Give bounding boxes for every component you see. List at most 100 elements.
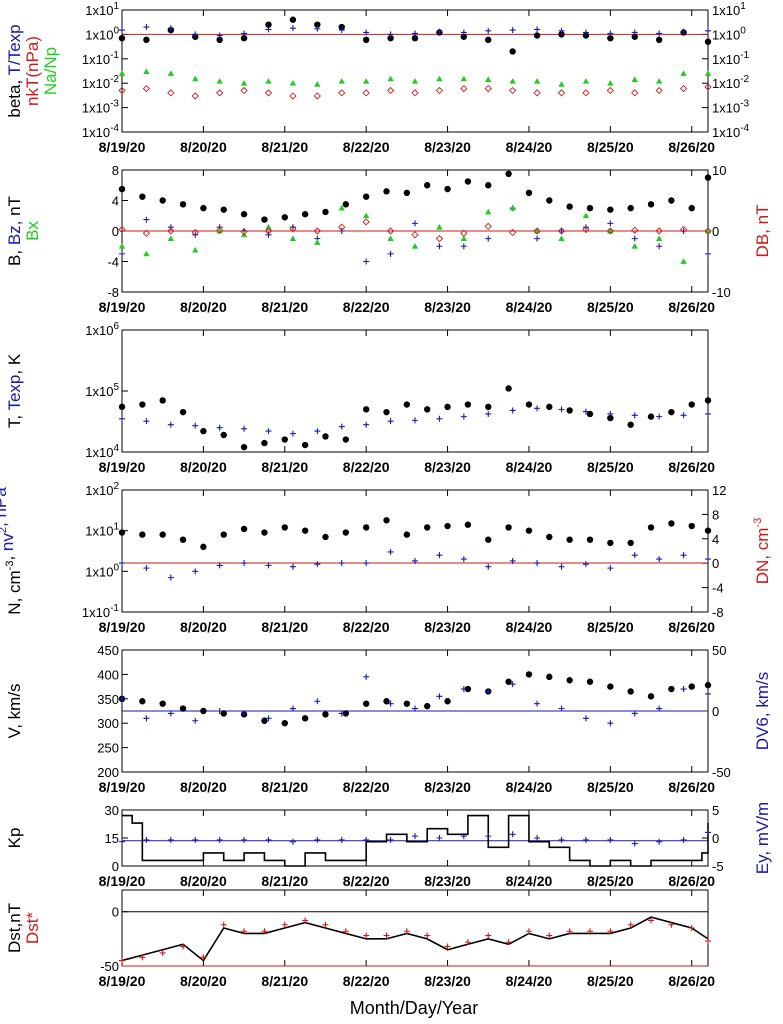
data-point: [558, 31, 565, 38]
x-tick-label: 8/20/20: [180, 873, 227, 889]
data-point: [631, 552, 638, 559]
data-point: [534, 405, 541, 412]
x-tick-label: 8/23/20: [424, 619, 471, 635]
data-point: [647, 413, 655, 420]
x-tick-label: 8/19/20: [99, 873, 146, 889]
data-point: [342, 201, 350, 208]
data-point: [607, 414, 614, 422]
data-point: [139, 698, 146, 705]
data-point: [159, 700, 166, 707]
data-point: [627, 921, 634, 928]
data-point: [220, 531, 227, 538]
data-point: [220, 921, 227, 928]
data-point: [485, 235, 492, 242]
data-point: [424, 182, 431, 189]
data-point: [485, 688, 492, 695]
data-point: [484, 222, 492, 231]
series-beta: [118, 16, 712, 55]
data-point: [509, 407, 516, 414]
data-point: [362, 78, 370, 84]
data-point: [704, 38, 712, 45]
data-point: [460, 229, 468, 237]
data-point: [143, 836, 150, 843]
x-tick-label: 8/21/20: [261, 299, 308, 315]
y-right-tick-label: 0: [712, 831, 719, 846]
data-point: [435, 86, 444, 95]
data-point: [607, 410, 614, 417]
data-point: [705, 690, 711, 697]
data-point: [485, 76, 492, 83]
data-point: [119, 695, 125, 702]
data-point: [582, 29, 589, 36]
data-point: [118, 403, 126, 411]
data-point: [342, 928, 349, 935]
data-point: [338, 423, 345, 430]
x-tick-label: 8/21/20: [261, 779, 308, 795]
y-right-axis-label: DB, nT: [753, 205, 772, 258]
x-tick-label: 8/23/20: [424, 873, 471, 889]
data-point: [444, 185, 451, 193]
y-tick-label: 0: [112, 224, 119, 239]
data-point: [509, 204, 516, 211]
data-point: [314, 698, 321, 705]
y-tick-label: 1x10-2: [82, 74, 120, 91]
data-point: [387, 548, 394, 555]
data-point: [647, 201, 655, 208]
data-point: [627, 421, 634, 428]
data-point: [680, 552, 687, 559]
panel-5: 8/19/20 8/20/20 8/21/20 8/22/20 8/23/20 8/24/…: [5, 643, 772, 795]
data-point: [362, 212, 370, 219]
data-point: [240, 525, 248, 533]
x-tick-label: 8/26/20: [668, 779, 715, 795]
data-point: [200, 707, 207, 715]
y-right-tick-label: -10: [712, 285, 731, 300]
panel-4: 8/19/20 8/20/20 8/21/20 8/22/20 8/23/20 8/24/…: [0, 481, 772, 635]
data-point: [688, 683, 695, 690]
data-point: [363, 560, 370, 567]
data-point: [118, 529, 126, 536]
x-tick-label: 8/19/20: [99, 459, 146, 475]
data-point: [586, 678, 594, 685]
data-point: [464, 401, 472, 408]
data-point: [216, 226, 224, 234]
data-point: [558, 235, 565, 242]
data-point: [607, 720, 614, 727]
data-point: [656, 243, 663, 250]
y-right-tick-label: -4: [712, 581, 724, 596]
data-point: [159, 197, 166, 204]
x-tick-label: 8/21/20: [261, 873, 308, 889]
data-point: [444, 522, 451, 530]
data-point: [509, 831, 516, 838]
data-point: [704, 527, 712, 534]
data-point: [167, 227, 175, 235]
y-right-tick-label: 8: [712, 507, 719, 522]
data-point: [436, 75, 443, 82]
data-point: [534, 700, 541, 707]
data-point: [192, 422, 199, 429]
data-point: [387, 700, 394, 707]
data-point: [704, 70, 712, 76]
data-point: [582, 225, 590, 234]
data-point: [264, 89, 273, 97]
data-point: [533, 78, 541, 84]
data-point: [705, 938, 711, 945]
data-point: [607, 220, 614, 227]
data-point: [240, 34, 248, 42]
data-point: [159, 531, 166, 538]
x-tick-label: 8/20/20: [180, 619, 227, 635]
data-point: [558, 81, 565, 87]
data-point: [220, 431, 227, 439]
x-tick-label: 8/19/20: [99, 619, 146, 635]
data-point: [582, 561, 589, 568]
data-point: [668, 520, 675, 527]
data-point: [281, 720, 288, 727]
data-point: [363, 29, 370, 36]
data-point: [509, 681, 516, 688]
data-point: [631, 89, 639, 97]
data-point: [289, 838, 296, 845]
x-tick-label: 8/26/20: [668, 299, 715, 315]
data-point: [680, 686, 687, 693]
data-point: [631, 235, 638, 242]
data-point: [464, 685, 472, 693]
data-point: [265, 562, 272, 569]
